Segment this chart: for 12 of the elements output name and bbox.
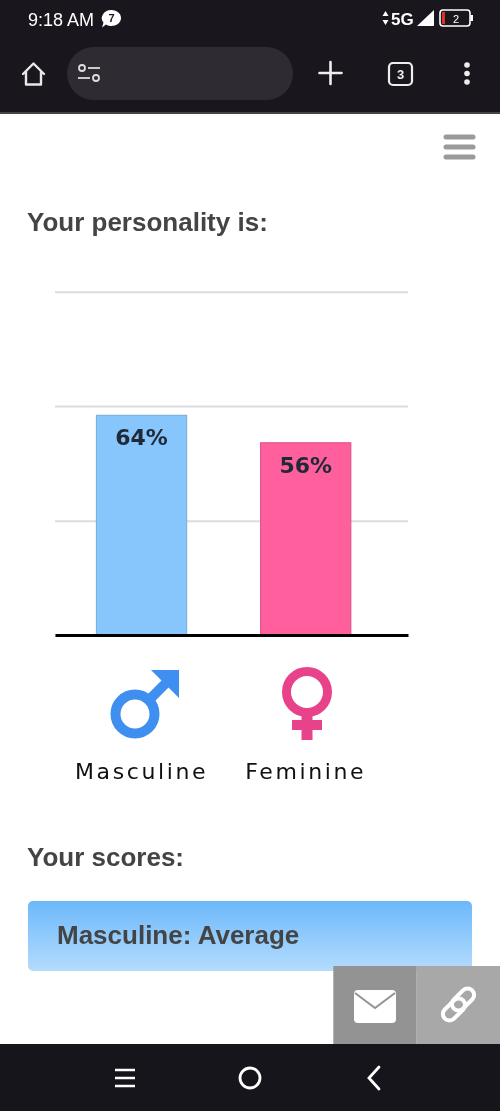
x-tick-label: Masculine [74, 758, 209, 784]
chart-title: Your personality is: [27, 207, 268, 237]
data-label: 64% [115, 425, 168, 451]
data-label: 56% [279, 452, 333, 478]
text: 3 [396, 67, 405, 82]
text: 5G [391, 10, 414, 29]
text: 9:18 AM [28, 10, 95, 30]
text: 7 [108, 12, 115, 24]
text: Masculine: Average [57, 920, 300, 950]
x-tick-label: Feminine [245, 758, 367, 784]
text: 2 [452, 12, 460, 25]
text: Your scores: [27, 842, 185, 872]
